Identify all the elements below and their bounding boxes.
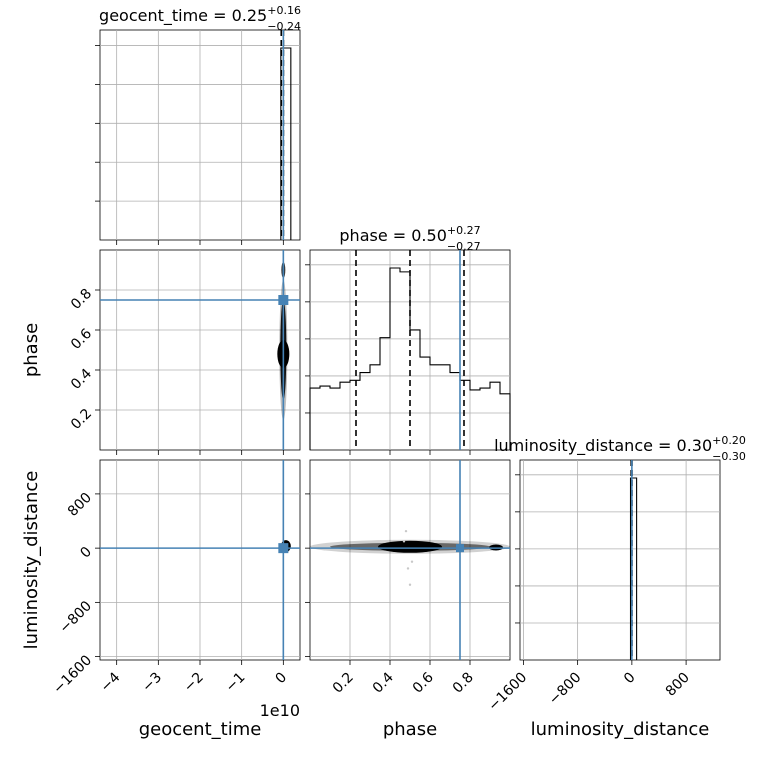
panel-frame [309,459,511,661]
scatter-sample [406,567,410,570]
panel-title: phase = 0.50+0.27 [339,224,480,245]
y-tick-label: 800 [65,490,95,520]
panel-title-minus: −0.24 [267,20,301,33]
x-tick-label: −800 [546,670,585,709]
panel-frame [519,459,721,661]
scatter-sample [402,540,406,543]
y-tick-label: −800 [57,598,96,637]
panel-distance-hist: luminosity_distance = 0.30+0.20−0.30 −160… [485,434,745,714]
panel-title: luminosity_distance = 0.30+0.20 [494,434,746,456]
x-tick-label: −2 [181,670,207,696]
x-tick-label: −4 [98,669,124,695]
truth-marker [278,543,289,554]
y-tick-label: 0.8 [68,286,95,313]
panel-title-minus: −0.27 [447,240,481,253]
y-axis-label-distance: luminosity_distance [21,471,42,650]
histogram-step [280,47,292,240]
y-tick-label: 0.4 [68,366,95,393]
y-tick-label: 0.2 [68,406,95,433]
x-axis-label-geocent-time: geocent_time [139,719,262,740]
x-tick-label: −1600 [485,670,530,715]
truth-marker [456,544,464,553]
x-tick-label: −3 [139,670,165,696]
y-tick-label: −1600 [50,652,95,697]
panel-distance-vs-phase: 0.2 0.4 0.6 0.8 [305,459,511,697]
scatter-sample [404,529,408,533]
panel-phase-hist: phase = 0.50+0.27−0.27 [305,224,511,455]
x-tick-label: 0.8 [450,670,477,697]
truth-marker [278,295,289,305]
scatter-sample [408,583,412,586]
x-tick-label: −1 [223,670,249,696]
x-tick-label: 0.2 [330,670,357,697]
scatter-sample [410,560,414,563]
x-tick-label: 0.4 [370,669,397,696]
y-tick-label: 0 [77,544,95,562]
panel-distance-vs-geocent-time: −4 −3 −2 −1 0 −1600 −800 0 800 1e10 [50,459,301,720]
x-tick-label: 0 [621,670,639,688]
x-axis-label-phase: phase [383,719,437,740]
x-tick-label: 0 [273,670,291,688]
density-contour [378,540,442,553]
x-offset-label: 1e10 [260,701,300,720]
x-tick-label: 800 [663,670,693,700]
y-axis-label-phase: phase [21,323,42,377]
panel-phase-vs-geocent-time: 0.2 0.4 0.6 0.8 [68,249,301,455]
panel-title-minus: −0.30 [712,450,746,463]
x-tick-label: 0.6 [410,669,437,696]
x-axis-label-distance: luminosity_distance [531,719,710,740]
y-tick-label: 0.6 [68,326,95,353]
panel-title: geocent_time = 0.25+0.16 [99,4,301,26]
panel-geocent-time-hist: geocent_time = 0.25+0.16−0.24 [95,4,301,245]
